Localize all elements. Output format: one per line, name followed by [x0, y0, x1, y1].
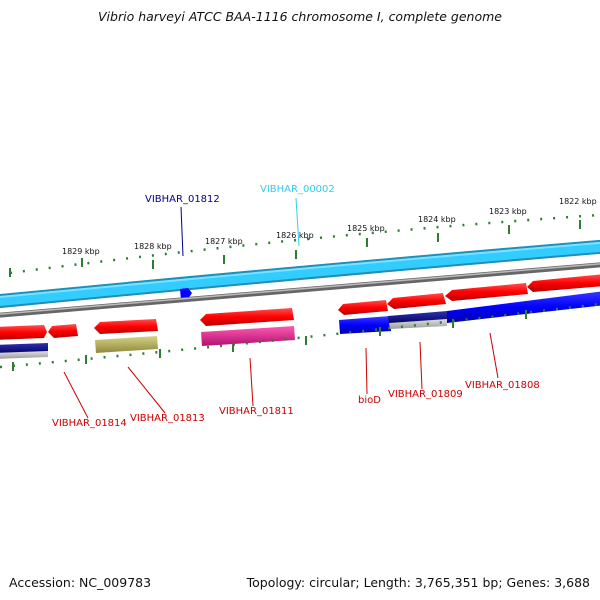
forward-genes — [0, 274, 600, 340]
gene-label-vibhar-01808[interactable]: VIBHAR_01808 — [465, 380, 540, 391]
gene-label-vibhar-01809[interactable]: VIBHAR_01809 — [388, 389, 463, 400]
outer-ruler-arc — [9, 213, 600, 275]
gene-red-8 — [527, 274, 600, 292]
label-leaders — [63, 197, 499, 419]
gene-red-6 — [387, 293, 446, 309]
scale-label-1823: 1823 kbp — [489, 207, 527, 216]
gene-label-vibhar-00002[interactable]: VIBHAR_00002 — [260, 184, 335, 195]
gene-red-3 — [94, 319, 158, 334]
gene-red-7 — [445, 283, 528, 301]
gene-red-2 — [48, 324, 78, 338]
gene-red-1 — [0, 325, 47, 340]
footer-topology: Topology: circular; Length: 3,765,351 bp… — [246, 575, 590, 590]
leader-vibhar-01812 — [180, 206, 184, 257]
outer-major-ticks — [9, 220, 581, 277]
scale-label-1825: 1825 kbp — [347, 224, 385, 233]
gene-grey-mid — [389, 319, 447, 329]
leader-vibhar-01814 — [63, 371, 89, 419]
gene-blue-long — [447, 291, 600, 323]
gene-red-4 — [200, 308, 294, 326]
leader-vibhar-01809 — [419, 341, 423, 390]
leader-vibhar-01808 — [489, 332, 499, 379]
outer-ruler — [9, 213, 600, 277]
gene-grey-left — [0, 351, 48, 359]
inner-major-ticks — [12, 310, 527, 371]
footer-accession: Accession: NC_009783 — [9, 575, 152, 590]
leader-biod — [365, 347, 368, 395]
gene-magenta — [201, 326, 295, 346]
gene-label-vibhar-01811[interactable]: VIBHAR_01811 — [219, 406, 294, 417]
scale-label-1826: 1826 kbp — [276, 231, 314, 240]
leader-vibhar-01811 — [249, 357, 254, 407]
scale-label-1822: 1822 kbp — [559, 197, 597, 206]
leader-vibhar-00002 — [295, 197, 300, 247]
gene-olive — [95, 336, 158, 353]
scale-label-1827: 1827 kbp — [205, 237, 243, 246]
gene-label-vibhar-01813[interactable]: VIBHAR_01813 — [130, 413, 205, 424]
gene-blue-biod — [339, 316, 391, 334]
secondary-genes — [0, 291, 600, 359]
gene-red-5 — [338, 300, 388, 315]
leader-vibhar-01813 — [127, 366, 166, 414]
backbone-track — [0, 239, 600, 309]
scale-label-1828: 1828 kbp — [134, 242, 172, 251]
inner-ruler — [0, 302, 600, 371]
gene-navy-left — [0, 343, 48, 354]
scale-label-1824: 1824 kbp — [418, 215, 456, 224]
gene-label-vibhar-01812[interactable]: VIBHAR_01812 — [145, 194, 220, 205]
scale-label-1829: 1829 kbp — [62, 247, 100, 256]
gene-label-vibhar-01814[interactable]: VIBHAR_01814 — [52, 418, 127, 429]
grey-track — [0, 262, 600, 318]
gene-label-biod[interactable]: bioD — [358, 395, 381, 406]
map-title: Vibrio harveyi ATCC BAA-1116 chromosome … — [98, 9, 502, 24]
